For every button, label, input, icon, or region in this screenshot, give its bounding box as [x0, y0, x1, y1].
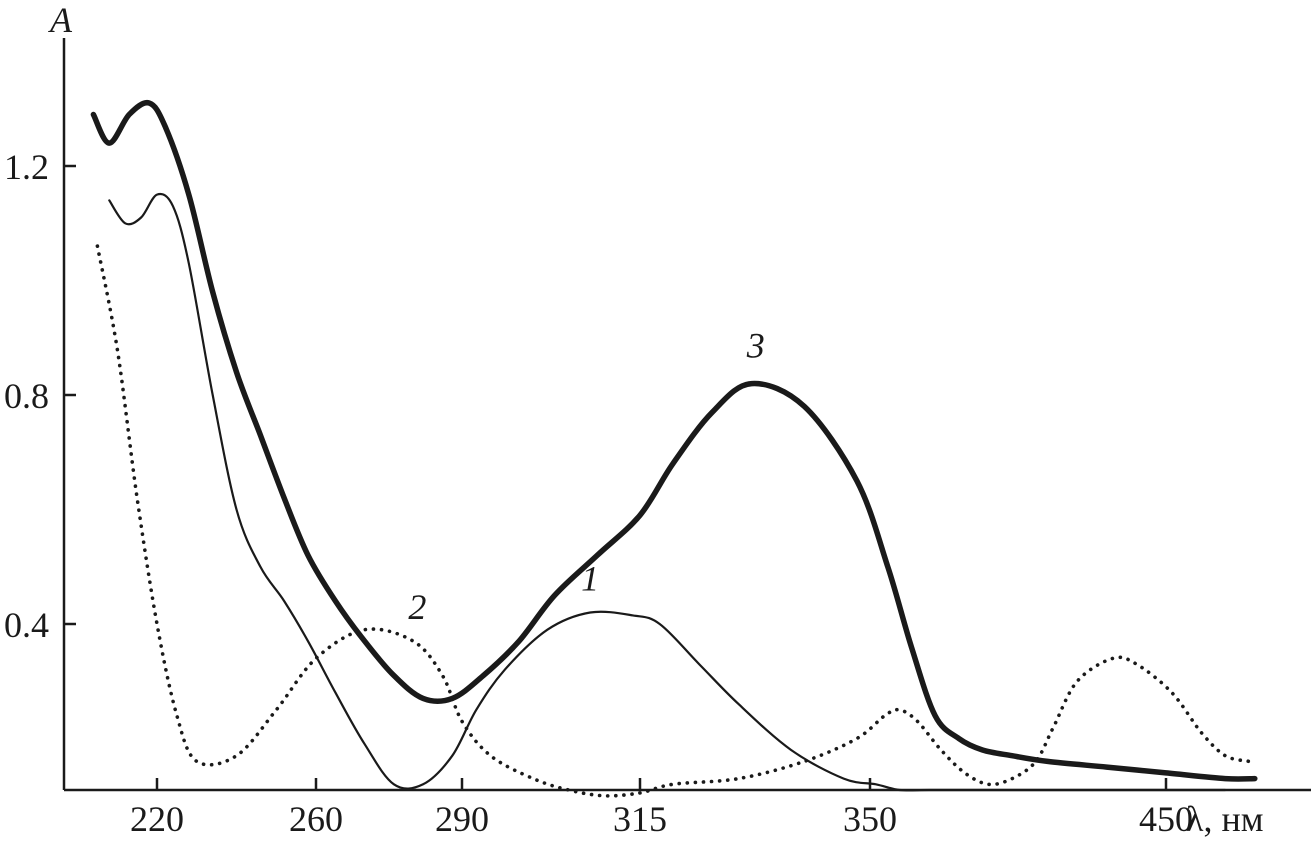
x-tick-label: 290 [435, 799, 489, 839]
labels-layer: A λ, нм 1 2 3 [48, 0, 1264, 839]
x-axis-title: λ, нм [1186, 799, 1264, 839]
y-axis-title: A [48, 0, 73, 40]
series-1-label: 1 [581, 559, 599, 599]
x-tick-label: 450 [1139, 799, 1193, 839]
series-3-line [90, 99, 1258, 782]
x-tick-label: 220 [130, 799, 184, 839]
x-tick-label: 260 [289, 799, 343, 839]
series-2-label: 2 [408, 587, 426, 627]
series-3-label: 3 [746, 326, 765, 366]
y-tick-label: 0.4 [4, 605, 49, 645]
x-tick-label: 350 [843, 799, 897, 839]
x-tick-label: 315 [613, 799, 667, 839]
y-tick-label: 0.8 [4, 376, 49, 416]
y-tick-label: 1.2 [4, 147, 49, 187]
series-layer [90, 99, 1258, 798]
series-2-line [95, 244, 1251, 798]
series-1-line [108, 192, 1227, 792]
ticks: 220 260 290 315 350 450 0.4 0.8 1.2 [4, 147, 1193, 839]
